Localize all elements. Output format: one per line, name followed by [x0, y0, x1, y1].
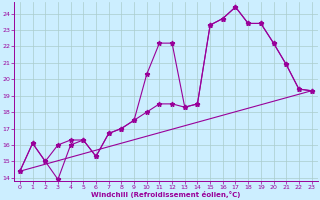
X-axis label: Windchill (Refroidissement éolien,°C): Windchill (Refroidissement éolien,°C) [91, 191, 240, 198]
